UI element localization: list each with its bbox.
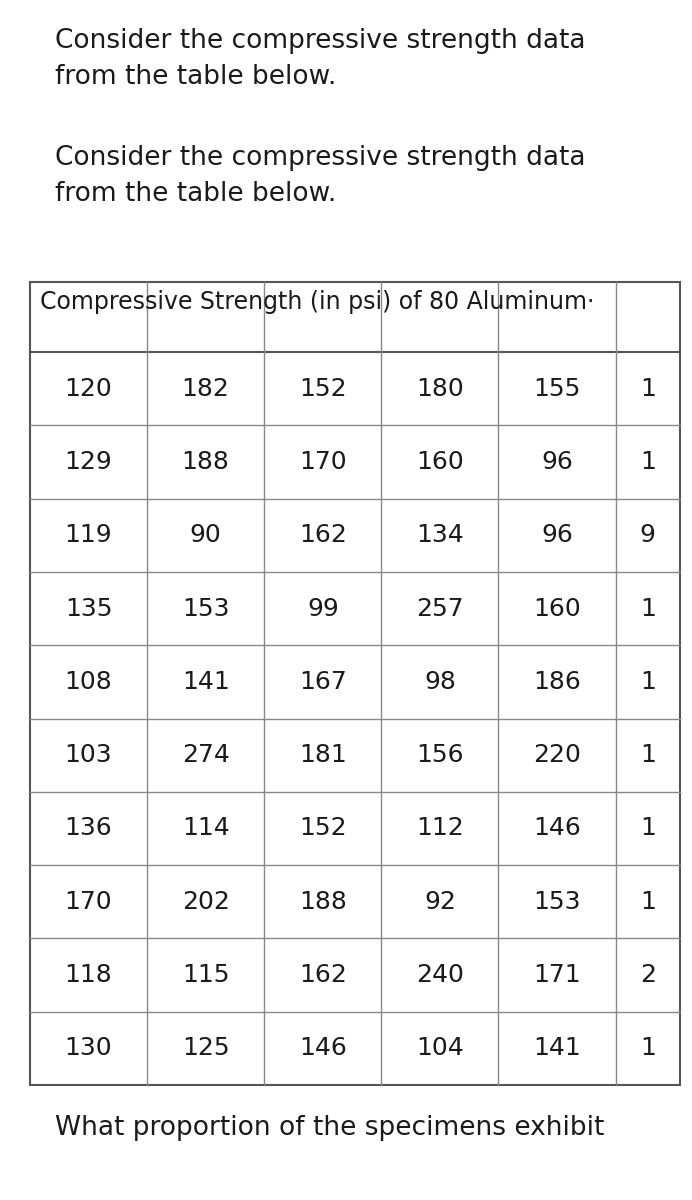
Text: 9: 9 xyxy=(640,523,656,547)
Text: 103: 103 xyxy=(65,743,112,767)
Text: 130: 130 xyxy=(65,1037,112,1061)
Text: 1: 1 xyxy=(640,1037,656,1061)
Text: 136: 136 xyxy=(64,816,112,840)
Text: 104: 104 xyxy=(416,1037,464,1061)
Text: 135: 135 xyxy=(65,596,112,620)
Text: 160: 160 xyxy=(533,596,581,620)
Text: 115: 115 xyxy=(182,964,230,988)
Text: Compressive Strength (in psi) of 80 Aluminum·: Compressive Strength (in psi) of 80 Alum… xyxy=(40,290,594,314)
Text: 108: 108 xyxy=(64,670,112,694)
Text: 141: 141 xyxy=(182,670,230,694)
Text: 171: 171 xyxy=(534,964,581,988)
Text: 90: 90 xyxy=(190,523,221,547)
Text: 240: 240 xyxy=(416,964,464,988)
Text: 146: 146 xyxy=(533,816,581,840)
Text: 257: 257 xyxy=(416,596,464,620)
Text: 2: 2 xyxy=(640,964,656,988)
Text: 186: 186 xyxy=(533,670,581,694)
Text: 182: 182 xyxy=(182,377,230,401)
Text: 96: 96 xyxy=(541,523,573,547)
Text: 202: 202 xyxy=(182,889,230,913)
Text: 125: 125 xyxy=(182,1037,230,1061)
Text: 188: 188 xyxy=(182,450,230,474)
Text: What proportion of the specimens exhibit: What proportion of the specimens exhibit xyxy=(55,1115,604,1141)
Text: 134: 134 xyxy=(416,523,464,547)
Text: 96: 96 xyxy=(541,450,573,474)
Text: 152: 152 xyxy=(299,816,347,840)
Text: 141: 141 xyxy=(533,1037,581,1061)
Text: 188: 188 xyxy=(299,889,347,913)
Text: 1: 1 xyxy=(640,743,656,767)
Text: Consider the compressive strength data
from the table below.: Consider the compressive strength data f… xyxy=(55,28,585,90)
Text: 160: 160 xyxy=(416,450,464,474)
Text: 114: 114 xyxy=(182,816,230,840)
Text: 99: 99 xyxy=(307,596,338,620)
Text: 162: 162 xyxy=(299,523,347,547)
Bar xyxy=(30,282,680,1085)
Text: 1: 1 xyxy=(640,377,656,401)
Text: 129: 129 xyxy=(64,450,112,474)
Text: 1: 1 xyxy=(640,450,656,474)
Text: 274: 274 xyxy=(182,743,230,767)
Text: 153: 153 xyxy=(534,889,581,913)
Text: 220: 220 xyxy=(533,743,581,767)
Text: 118: 118 xyxy=(64,964,112,988)
Text: 167: 167 xyxy=(299,670,347,694)
Text: 1: 1 xyxy=(640,889,656,913)
Text: 1: 1 xyxy=(640,670,656,694)
Text: 170: 170 xyxy=(65,889,112,913)
Text: 153: 153 xyxy=(182,596,230,620)
Text: 1: 1 xyxy=(640,816,656,840)
Text: 112: 112 xyxy=(416,816,464,840)
Text: 119: 119 xyxy=(65,523,112,547)
Text: 170: 170 xyxy=(299,450,347,474)
Text: 181: 181 xyxy=(299,743,347,767)
Text: 120: 120 xyxy=(64,377,112,401)
Text: 180: 180 xyxy=(416,377,464,401)
Text: 1: 1 xyxy=(640,596,656,620)
Text: 156: 156 xyxy=(416,743,464,767)
Text: Consider the compressive strength data
from the table below.: Consider the compressive strength data f… xyxy=(55,145,585,206)
Text: 98: 98 xyxy=(424,670,456,694)
Text: 155: 155 xyxy=(534,377,581,401)
Text: 92: 92 xyxy=(424,889,456,913)
Text: 152: 152 xyxy=(299,377,347,401)
Text: 146: 146 xyxy=(299,1037,347,1061)
Text: 162: 162 xyxy=(299,964,347,988)
